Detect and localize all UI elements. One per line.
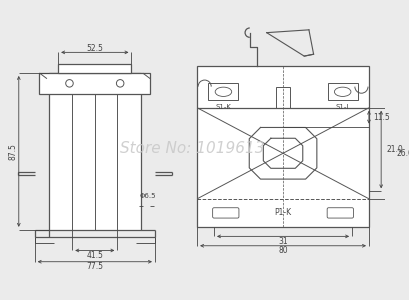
Bar [58, 64, 131, 73]
Text: P1-K: P1-K [274, 208, 291, 217]
Text: 11.5: 11.5 [373, 112, 389, 122]
Bar [208, 83, 238, 100]
Text: 87.5: 87.5 [9, 143, 18, 160]
Text: 21.0: 21.0 [386, 145, 402, 154]
Text: 26.0: 26.0 [395, 149, 409, 158]
Text: 41.5: 41.5 [86, 250, 103, 260]
Bar [197, 65, 368, 227]
Ellipse shape [334, 87, 350, 96]
Circle shape [65, 80, 73, 87]
Text: 77.5: 77.5 [86, 262, 103, 271]
Text: Store No: 1019613: Store No: 1019613 [120, 141, 264, 156]
Text: S1-I: S1-I [335, 104, 348, 110]
FancyBboxPatch shape [326, 208, 353, 218]
Bar [327, 83, 357, 100]
Text: 31: 31 [278, 237, 287, 246]
Bar [276, 87, 289, 108]
Text: 52.5: 52.5 [86, 44, 103, 53]
Text: Φ6.5: Φ6.5 [139, 193, 155, 199]
Text: S1-K: S1-K [215, 104, 231, 110]
FancyBboxPatch shape [212, 208, 238, 218]
Bar [49, 73, 140, 230]
Bar [39, 73, 150, 94]
Ellipse shape [215, 87, 231, 96]
Text: 80: 80 [278, 246, 287, 255]
Circle shape [116, 80, 124, 87]
